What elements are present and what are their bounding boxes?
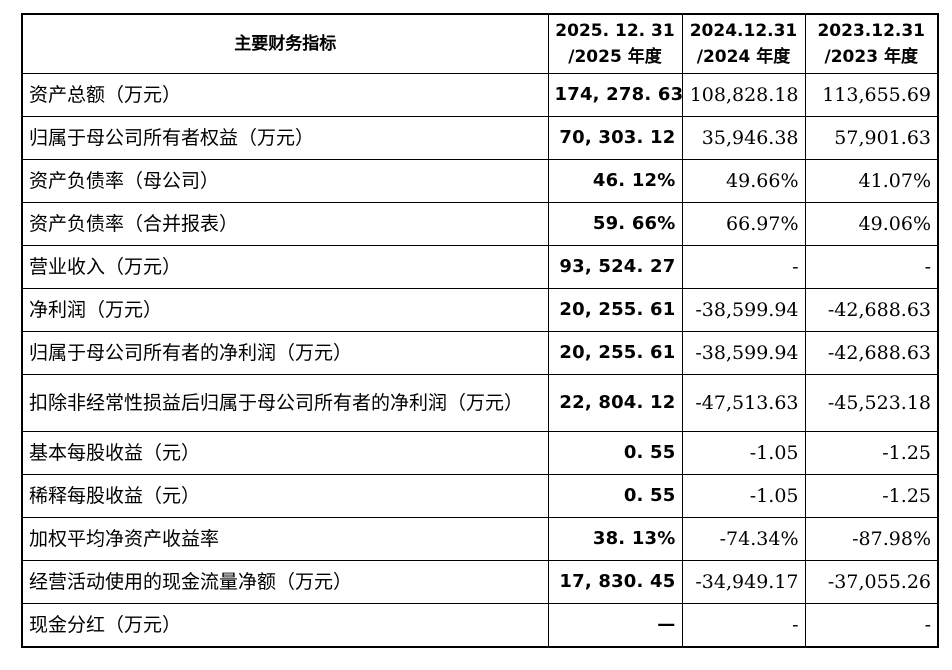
row-label: 资产负债率（母公司） <box>21 159 549 203</box>
value-2024: 66.97% <box>681 202 806 246</box>
table-row: 扣除非经常性损益后归属于母公司所有者的净利润（万元） 22, 804. 12 -… <box>21 374 939 432</box>
table-row: 归属于母公司所有者的净利润（万元） 20, 255. 61 -38,599.94… <box>21 331 939 375</box>
row-label: 归属于母公司所有者权益（万元） <box>21 116 549 160</box>
value-2023: 49.06% <box>804 202 939 246</box>
value-2025: — <box>547 603 683 648</box>
value-2024: - <box>681 245 806 289</box>
value-2023: 57,901.63 <box>804 116 939 160</box>
value-2023: -87.98% <box>804 517 939 561</box>
table-row: 资产负债率（母公司） 46. 12% 49.66% 41.07% <box>21 159 939 203</box>
row-label: 稀释每股收益（元） <box>21 474 549 518</box>
row-label: 归属于母公司所有者的净利润（万元） <box>21 331 549 375</box>
row-label: 资产负债率（合并报表） <box>21 202 549 246</box>
table-row: 稀释每股收益（元） 0. 55 -1.05 -1.25 <box>21 474 939 518</box>
value-2025: 174, 278. 63 <box>547 73 683 117</box>
value-2025: 20, 255. 61 <box>547 331 683 375</box>
value-2023: - <box>804 245 939 289</box>
value-2025: 46. 12% <box>547 159 683 203</box>
table-row: 经营活动使用的现金流量净额（万元） 17, 830. 45 -34,949.17… <box>21 560 939 604</box>
table-header-row: 主要财务指标 2025. 12. 31 /2025 年度 2024.12.31 … <box>21 13 939 74</box>
row-label: 现金分红（万元） <box>21 603 549 648</box>
header-2023: 2023.12.31 /2023 年度 <box>804 13 939 74</box>
value-2024: 108,828.18 <box>681 73 806 117</box>
value-2024: -38,599.94 <box>681 331 806 375</box>
header-2023-year: /2023 年度 <box>824 47 918 67</box>
table-row: 归属于母公司所有者权益（万元） 70, 303. 12 35,946.38 57… <box>21 116 939 160</box>
value-2025: 70, 303. 12 <box>547 116 683 160</box>
value-2024: -47,513.63 <box>681 374 806 432</box>
table-row: 加权平均净资产收益率 38. 13% -74.34% -87.98% <box>21 517 939 561</box>
financial-table-container: 主要财务指标 2025. 12. 31 /2025 年度 2024.12.31 … <box>21 13 939 648</box>
header-2025-date: 2025. 12. 31 <box>555 21 675 41</box>
table-row: 资产负债率（合并报表） 59. 66% 66.97% 49.06% <box>21 202 939 246</box>
value-2023: -37,055.26 <box>804 560 939 604</box>
table-row: 现金分红（万元） — - - <box>21 603 939 648</box>
value-2023: 41.07% <box>804 159 939 203</box>
value-2025: 20, 255. 61 <box>547 288 683 332</box>
value-2025: 0. 55 <box>547 474 683 518</box>
row-label: 经营活动使用的现金流量净额（万元） <box>21 560 549 604</box>
row-label: 基本每股收益（元） <box>21 431 549 475</box>
financial-indicators-table: 主要财务指标 2025. 12. 31 /2025 年度 2024.12.31 … <box>21 13 939 648</box>
value-2024: -34,949.17 <box>681 560 806 604</box>
header-2024-date: 2024.12.31 <box>689 21 798 41</box>
table-row: 净利润（万元） 20, 255. 61 -38,599.94 -42,688.6… <box>21 288 939 332</box>
header-2025: 2025. 12. 31 /2025 年度 <box>547 13 683 74</box>
value-2023: -1.25 <box>804 474 939 518</box>
table-row: 基本每股收益（元） 0. 55 -1.05 -1.25 <box>21 431 939 475</box>
table-row: 资产总额（万元） 174, 278. 63 108,828.18 113,655… <box>21 73 939 117</box>
value-2025: 93, 524. 27 <box>547 245 683 289</box>
table-row: 营业收入（万元） 93, 524. 27 - - <box>21 245 939 289</box>
value-2024: - <box>681 603 806 648</box>
value-2023: -45,523.18 <box>804 374 939 432</box>
value-2024: 49.66% <box>681 159 806 203</box>
header-indicator-label: 主要财务指标 <box>21 13 549 74</box>
value-2025: 22, 804. 12 <box>547 374 683 432</box>
row-label: 营业收入（万元） <box>21 245 549 289</box>
value-2023: -42,688.63 <box>804 288 939 332</box>
value-2023: -1.25 <box>804 431 939 475</box>
value-2025: 59. 66% <box>547 202 683 246</box>
row-label: 扣除非经常性损益后归属于母公司所有者的净利润（万元） <box>21 374 549 432</box>
row-label: 加权平均净资产收益率 <box>21 517 549 561</box>
value-2024: -1.05 <box>681 431 806 475</box>
value-2023: 113,655.69 <box>804 73 939 117</box>
row-label: 资产总额（万元） <box>21 73 549 117</box>
header-2023-date: 2023.12.31 <box>817 21 926 41</box>
value-2024: -38,599.94 <box>681 288 806 332</box>
header-2024-year: /2024 年度 <box>696 47 791 67</box>
header-2025-year: /2025 年度 <box>568 47 662 67</box>
value-2024: -74.34% <box>681 517 806 561</box>
value-2025: 0. 55 <box>547 431 683 475</box>
header-2024: 2024.12.31 /2024 年度 <box>681 13 806 74</box>
value-2025: 38. 13% <box>547 517 683 561</box>
value-2023: - <box>804 603 939 648</box>
value-2024: 35,946.38 <box>681 116 806 160</box>
value-2024: -1.05 <box>681 474 806 518</box>
value-2025: 17, 830. 45 <box>547 560 683 604</box>
value-2023: -42,688.63 <box>804 331 939 375</box>
row-label: 净利润（万元） <box>21 288 549 332</box>
